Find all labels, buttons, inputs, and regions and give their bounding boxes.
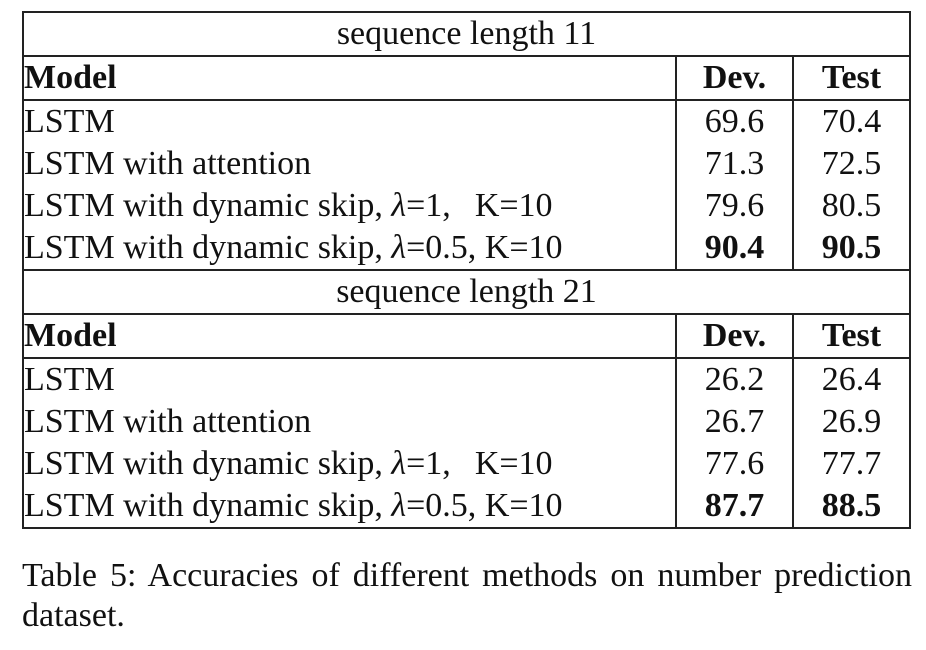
test-score-best: 88.5 xyxy=(792,485,910,528)
table-caption: Table 5: Accuracies of different methods… xyxy=(22,557,912,634)
model-name: LSTM xyxy=(24,103,115,140)
model-name-param: =1, xyxy=(406,187,451,224)
model-name-prefix: LSTM with dynamic skip, xyxy=(24,187,392,224)
model-header: Model xyxy=(23,56,676,101)
model-name-k: K=10 xyxy=(474,187,553,224)
dev-score: 71.3 xyxy=(675,143,793,185)
model-name-k: K=10 xyxy=(484,229,563,266)
test-score: 26.9 xyxy=(792,401,910,443)
test-score: 80.5 xyxy=(792,185,910,227)
test-score: 77.7 xyxy=(792,443,910,485)
section-title-row: sequence length 11 xyxy=(23,12,910,57)
dev-score: 69.6 xyxy=(675,100,793,143)
model-name: LSTM with dynamic skip, λ=0.5, K=10 xyxy=(23,485,676,528)
section-title: sequence length 21 xyxy=(23,269,910,315)
header-row: Model Dev. Test xyxy=(23,56,910,101)
lambda-symbol: λ xyxy=(391,445,407,482)
dev-score: 26.2 xyxy=(675,358,793,401)
model-name-k: K=10 xyxy=(484,487,563,524)
dev-score-best: 90.4 xyxy=(675,227,793,270)
section-title-row: sequence length 21 xyxy=(23,269,910,315)
model-name: LSTM with attention xyxy=(24,145,312,182)
header-row: Model Dev. Test xyxy=(23,314,910,359)
dev-score: 77.6 xyxy=(675,443,793,485)
model-name: LSTM xyxy=(24,361,115,398)
test-score: 72.5 xyxy=(792,143,910,185)
dev-score: 79.6 xyxy=(675,185,793,227)
dev-header: Dev. xyxy=(675,314,793,359)
results-table: sequence length 11 Model Dev. Test LSTM … xyxy=(22,11,911,529)
lambda-symbol: λ xyxy=(391,229,407,266)
test-header: Test xyxy=(792,314,910,359)
model-name-k: K=10 xyxy=(474,445,553,482)
table-row: LSTM 69.6 70.4 xyxy=(23,100,910,143)
model-name: LSTM with dynamic skip, λ=1, K=10 xyxy=(23,443,676,485)
table-row: LSTM with attention 26.7 26.9 xyxy=(23,401,910,443)
table-row: LSTM with dynamic skip, λ=1, K=10 77.6 77… xyxy=(23,443,910,485)
test-score-best: 90.5 xyxy=(792,227,910,270)
model-name: LSTM with attention xyxy=(24,403,312,440)
lambda-symbol: λ xyxy=(391,187,407,224)
section-title: sequence length 11 xyxy=(23,12,910,57)
lambda-symbol: λ xyxy=(391,487,407,524)
dev-header: Dev. xyxy=(675,56,793,101)
model-name-prefix: LSTM with dynamic skip, xyxy=(24,487,392,524)
model-name-prefix: LSTM with dynamic skip, xyxy=(24,229,392,266)
model-name-prefix: LSTM with dynamic skip, xyxy=(24,445,392,482)
table-row: LSTM with dynamic skip, λ=0.5, K=10 90.4… xyxy=(23,227,910,270)
dev-score: 26.7 xyxy=(675,401,793,443)
model-name: LSTM with dynamic skip, λ=0.5, K=10 xyxy=(23,227,676,270)
table-row: LSTM with dynamic skip, λ=1, K=10 79.6 80… xyxy=(23,185,910,227)
model-name-param: =0.5, xyxy=(406,229,485,266)
table-row: LSTM with dynamic skip, λ=0.5, K=10 87.7… xyxy=(23,485,910,528)
dev-score-best: 87.7 xyxy=(675,485,793,528)
test-header: Test xyxy=(792,56,910,101)
model-name-param: =1, xyxy=(406,445,451,482)
table-row: LSTM 26.2 26.4 xyxy=(23,358,910,401)
model-name-param: =0.5, xyxy=(406,487,485,524)
model-name: LSTM with dynamic skip, λ=1, K=10 xyxy=(23,185,676,227)
test-score: 26.4 xyxy=(792,358,910,401)
test-score: 70.4 xyxy=(792,100,910,143)
table-row: LSTM with attention 71.3 72.5 xyxy=(23,143,910,185)
model-header: Model xyxy=(23,314,676,359)
